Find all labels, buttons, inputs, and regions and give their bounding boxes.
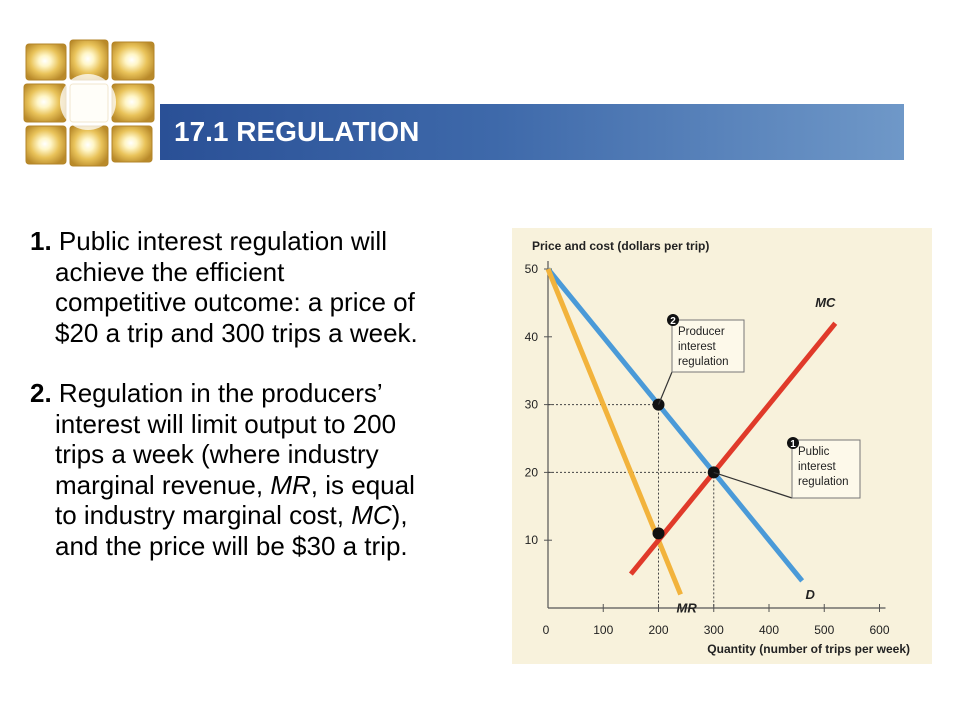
regulation-chart: Price and cost (dollars per trip) Quanti… <box>525 239 910 656</box>
point-1-line-1: Public interest regulation will <box>58 226 387 256</box>
series-line-d <box>546 267 805 583</box>
point-1: 1. Public interest regulation will achie… <box>30 226 510 348</box>
point-1-number: 1. <box>30 226 52 256</box>
slide-title: 17.1 REGULATION <box>174 116 420 147</box>
point-2-line-5: to industry marginal cost, MC), <box>30 500 510 531</box>
producer-callout-number-badge <box>667 314 679 326</box>
x-tick-label: 100 <box>593 623 613 637</box>
y-axis-label: Price and cost (dollars per trip) <box>532 239 709 253</box>
producer-callout-text: Producer <box>678 326 725 338</box>
point-1-line-4: $20 a trip and 300 trips a week. <box>55 317 418 348</box>
public-callout-text: regulation <box>798 476 849 488</box>
mc-term: MC <box>351 500 392 530</box>
public-callout-number-badge <box>787 437 799 449</box>
producer-callout-text: interest <box>678 341 717 353</box>
x-axis-label: Quantity (number of trips per week) <box>707 642 910 656</box>
series-line-mc <box>628 321 838 576</box>
public-callout-text: Public <box>798 446 830 458</box>
public-callout-number: 1 <box>790 439 796 450</box>
producer-callout-number: 2 <box>670 316 676 327</box>
point-2: 2. Regulation in the producers’ interest… <box>30 378 510 561</box>
series-label-mr: MR <box>676 600 697 615</box>
public-callout-leader <box>713 471 793 499</box>
point-2-number: 2. <box>30 378 52 408</box>
point-2-line-2: interest will limit output to 200 <box>55 408 397 439</box>
chart-layer: 0 100 200 300 400 500 600 10 20 30 40 50 D MR MC Produc… <box>525 261 890 637</box>
mr-term: MR <box>270 469 311 500</box>
x-tick-label: 200 <box>648 623 668 637</box>
x-tick-label: 600 <box>869 623 889 637</box>
point-2-line-6: and the price will be $30 a trip. <box>55 530 408 561</box>
line-4-text-b: , is equal <box>310 469 415 500</box>
chart-panel: Price and cost (dollars per trip) Quanti… <box>512 228 932 664</box>
line-4-text-a: marginal revenue, <box>55 469 271 500</box>
point-2-line-1: Regulation in the producers’ <box>58 378 383 408</box>
line-5-text-b: ), <box>391 500 408 530</box>
data-point-2 <box>652 527 665 540</box>
title-bar: 17.1 REGULATION <box>160 104 904 160</box>
y-tick-label: 30 <box>525 398 539 412</box>
producer-callout-box <box>671 319 745 373</box>
producer-callout-text: regulation <box>678 356 729 368</box>
point-2-line-4: marginal revenue, MR, is equal <box>30 470 510 501</box>
body-text: 1. Public interest regulation will achie… <box>30 226 510 591</box>
y-tick-label: 50 <box>525 262 539 276</box>
series-line-mr <box>545 268 683 596</box>
x-tick-label: 0 <box>543 623 550 637</box>
line-5-text-a: to industry marginal cost, <box>55 500 352 530</box>
point-1-line-2: achieve the efficient <box>55 256 285 287</box>
y-tick-label: 40 <box>525 330 539 344</box>
x-tick-label: 400 <box>759 623 779 637</box>
point-1-line-3: competitive outcome: a price of <box>55 287 415 317</box>
y-tick-label: 20 <box>525 465 539 479</box>
x-tick-label: 300 <box>704 623 724 637</box>
x-tick-label: 500 <box>814 623 834 637</box>
y-tick-label: 10 <box>525 533 539 547</box>
series-label-d: D <box>805 587 815 602</box>
logo <box>23 39 155 167</box>
point-2-line-3: trips a week (where industry <box>55 439 379 469</box>
public-callout-text: interest <box>798 461 837 473</box>
producer-callout-leader <box>657 371 673 405</box>
series-label-mc: MC <box>815 295 836 310</box>
public-callout-box <box>791 439 861 499</box>
